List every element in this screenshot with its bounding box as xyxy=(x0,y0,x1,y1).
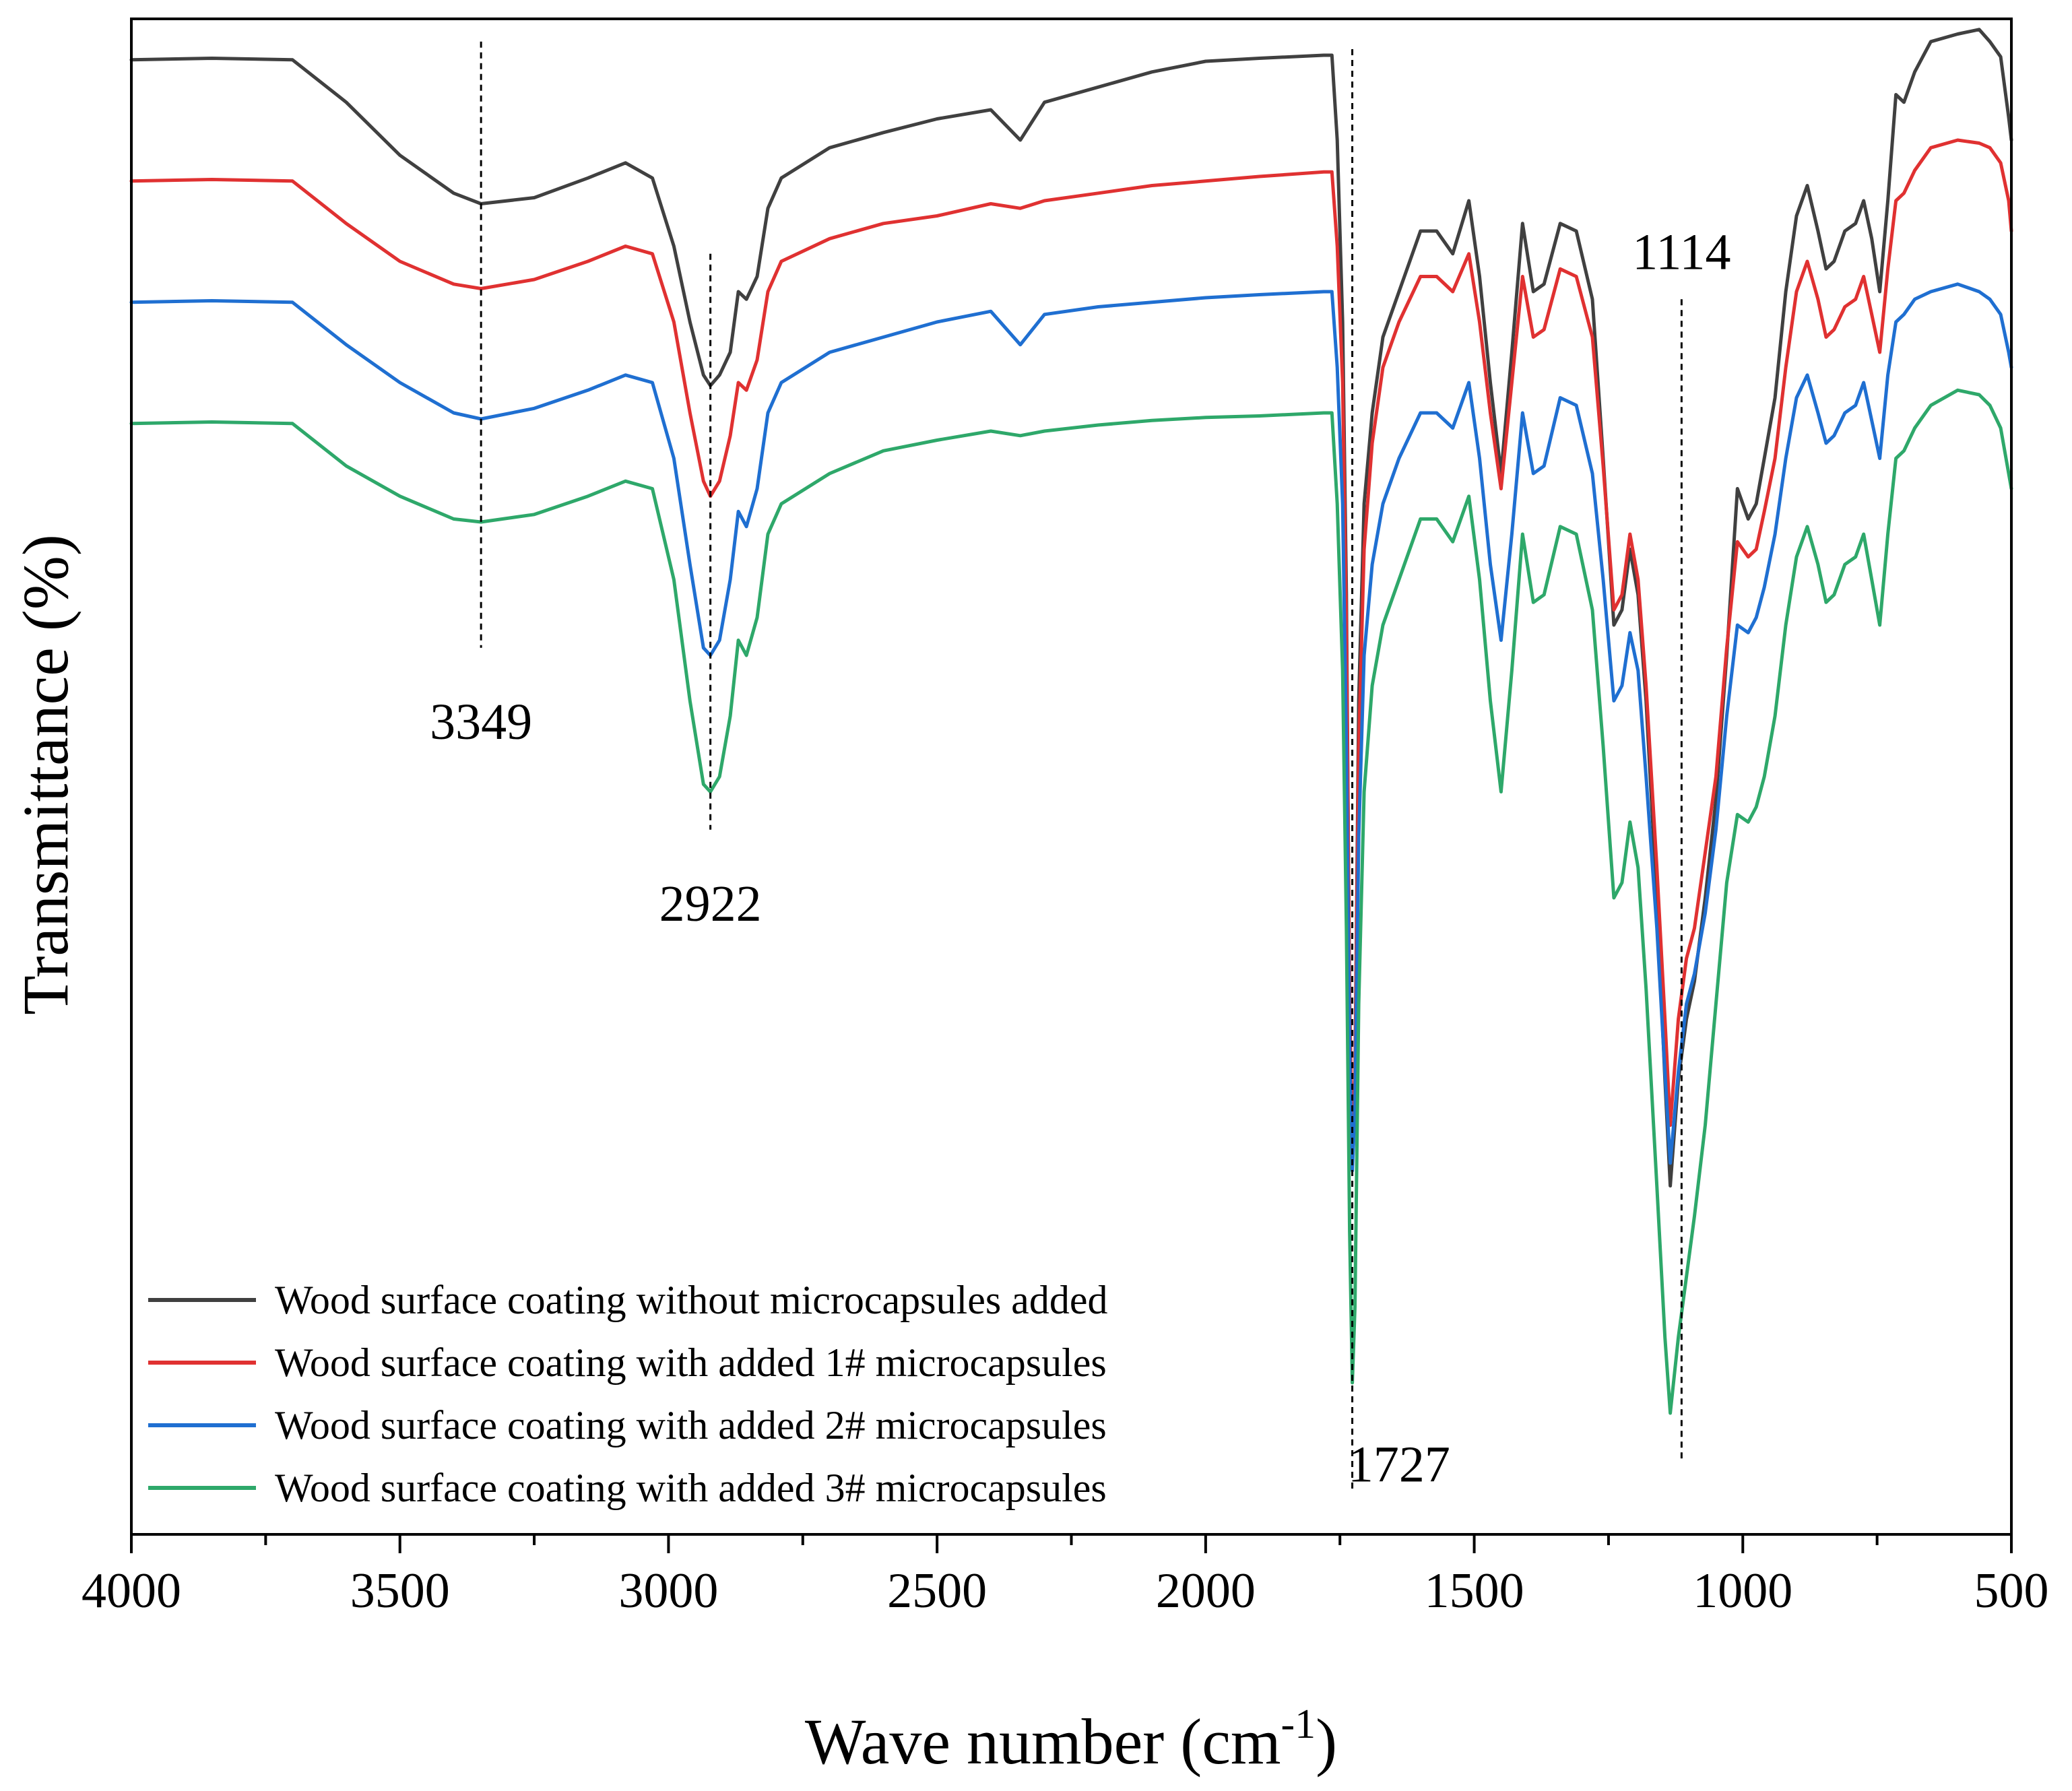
legend-label-2: Wood surface coating with added 1# micro… xyxy=(275,1340,1107,1385)
peak-label-2922: 2922 xyxy=(659,876,762,932)
x-tick-label: 4000 xyxy=(82,1563,181,1619)
legend-label-3: Wood surface coating with added 2# micro… xyxy=(275,1403,1107,1447)
y-axis-title: Transmittance (%) xyxy=(9,534,82,1015)
x-tick-label: 2000 xyxy=(1156,1563,1256,1619)
peak-label-3349: 3349 xyxy=(430,694,532,750)
legend: Wood surface coating without microcapsul… xyxy=(148,1278,1107,1510)
legend-label-1: Wood surface coating without microcapsul… xyxy=(275,1278,1107,1322)
x-tick-label: 1500 xyxy=(1425,1563,1524,1619)
x-tick-label: 500 xyxy=(1974,1563,2049,1619)
x-axis-title-superscript: -1 xyxy=(1281,1701,1316,1747)
peak-label-1114: 1114 xyxy=(1632,224,1730,280)
x-axis-title-main: Wave number (cm xyxy=(805,1705,1281,1778)
peak-label-1727: 1727 xyxy=(1348,1436,1450,1493)
x-tick-label: 2500 xyxy=(887,1563,987,1619)
series-line-2 xyxy=(129,138,2013,1142)
series-line-1 xyxy=(129,28,2013,1187)
series-layer xyxy=(129,28,2013,1415)
x-axis-ticks: 4000 3500 3000 2500 2000 1500 1000 500 xyxy=(82,1534,2049,1619)
x-tick-label: 3500 xyxy=(350,1563,450,1619)
x-axis-title-close: ) xyxy=(1316,1705,1337,1778)
legend-label-4: Wood surface coating with added 3# micro… xyxy=(275,1466,1107,1510)
peak-annotations: 3349 2922 1727 1114 xyxy=(430,41,1731,1493)
x-tick-label: 3000 xyxy=(618,1563,718,1619)
series-line-3 xyxy=(129,282,2013,1173)
series-line-4 xyxy=(129,388,2013,1415)
x-tick-label: 1000 xyxy=(1693,1563,1792,1619)
x-axis-title: Wave number (cm-1) xyxy=(805,1701,1337,1778)
